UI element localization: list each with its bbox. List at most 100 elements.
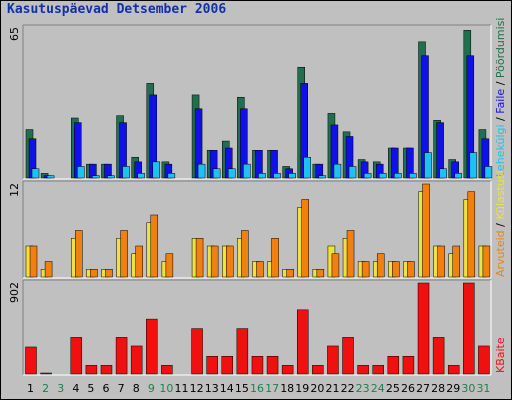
x-tick-label-day-30: 30 — [461, 382, 475, 395]
bar-arvuteid-day-1 — [29, 245, 38, 278]
bar-arvuteid-day-21 — [331, 253, 340, 278]
bar-lehekülgi-day-18 — [288, 173, 296, 179]
bar-lehekülgi-day-14 — [228, 168, 236, 179]
bar-arvuteid-day-17 — [271, 238, 279, 278]
legend-bottom-panel: KBaite — [494, 337, 507, 373]
bar-kbaite-day-16 — [251, 355, 264, 375]
x-tick-label-day-14: 14 — [220, 382, 234, 395]
legend-middle-panel-separator-1: / — [494, 220, 507, 231]
x-tick-label-day-17: 17 — [265, 382, 279, 395]
x-tick-label-day-31: 31 — [476, 382, 490, 395]
bar-kbaite-day-5 — [85, 365, 98, 375]
bar-kbaite-day-17 — [266, 355, 279, 375]
bar-kbaite-day-6 — [100, 365, 113, 375]
bar-lehekülgi-day-17 — [273, 173, 281, 179]
chart-title: Kasutuspäevad Detsember 2006 — [7, 2, 227, 17]
bar-kbaite-day-2 — [40, 372, 52, 375]
bar-lehekülgi-day-7 — [122, 166, 130, 179]
bar-arvuteid-day-15 — [241, 230, 249, 278]
bar-arvuteid-day-23 — [361, 261, 370, 278]
x-tick-label-day-18: 18 — [280, 382, 294, 395]
x-tick-label-day-24: 24 — [371, 382, 385, 395]
bar-lehekülgi-day-25 — [394, 173, 402, 179]
bar-lehekülgi-day-10 — [167, 173, 176, 179]
bar-arvuteid-day-13 — [210, 245, 219, 278]
bar-kbaite-day-18 — [281, 365, 294, 375]
bar-arvuteid-day-19 — [301, 199, 309, 278]
x-tick-label-day-1: 1 — [27, 382, 34, 395]
x-tick-label-day-6: 6 — [103, 382, 110, 395]
legend-külastusi: Külastusi — [494, 170, 507, 219]
bar-kbaite-day-22 — [342, 337, 354, 375]
bar-lehekülgi-day-31 — [484, 166, 493, 179]
bar-kbaite-day-19 — [296, 309, 309, 375]
bar-lehekülgi-day-19 — [303, 156, 311, 179]
bar-lehekülgi-day-5 — [92, 175, 100, 179]
bar-arvuteid-day-18 — [286, 269, 294, 278]
bar-arvuteid-day-29 — [452, 245, 460, 278]
bar-arvuteid-day-30 — [467, 191, 476, 278]
x-tick-label-day-26: 26 — [401, 382, 415, 395]
bar-lehekülgi-day-12 — [197, 163, 206, 179]
bar-lehekülgi-day-9 — [152, 161, 161, 179]
bar-arvuteid-day-20 — [316, 269, 325, 278]
legend-top-panel: Lehekülgi / Faile / Pöördumisi — [494, 18, 507, 177]
x-tick-label-day-2: 2 — [42, 382, 49, 395]
bar-kbaite-day-9 — [146, 318, 158, 375]
bar-kbaite-day-30 — [463, 282, 475, 375]
bar-kbaite-day-14 — [221, 355, 234, 375]
bar-kbaite-day-28 — [432, 337, 445, 375]
bar-kbaite-day-4 — [70, 337, 83, 375]
bar-kbaite-day-23 — [357, 365, 369, 375]
x-tick-label-day-10: 10 — [159, 382, 173, 395]
legend-middle-panel: Arvuteid / Külastusi — [494, 170, 507, 277]
bar-lehekülgi-day-13 — [212, 168, 221, 179]
bar-kbaite-day-29 — [447, 365, 460, 375]
bar-arvuteid-day-6 — [105, 269, 113, 278]
bar-lehekülgi-day-1 — [31, 168, 40, 179]
bar-arvuteid-day-2 — [44, 261, 53, 278]
bar-arvuteid-day-7 — [120, 230, 128, 278]
bar-kbaite-day-26 — [402, 355, 415, 375]
panel-2-ymax-label: 12 — [8, 183, 21, 197]
legend-lehekülgi: Lehekülgi — [494, 124, 507, 177]
x-tick-label-day-27: 27 — [416, 382, 430, 395]
bar-lehekülgi-day-21 — [333, 163, 342, 179]
bar-kbaite-day-1 — [25, 346, 37, 375]
panel-3-ymax-label: 902 — [8, 282, 21, 303]
x-tick-label-day-9: 9 — [148, 382, 155, 395]
bar-arvuteid-day-22 — [346, 230, 355, 278]
x-tick-label-day-11: 11 — [175, 382, 189, 395]
bar-lehekülgi-day-6 — [107, 175, 115, 179]
bar-lehekülgi-day-29 — [454, 173, 462, 179]
bar-arvuteid-day-25 — [392, 261, 400, 278]
x-tick-label-day-29: 29 — [446, 382, 460, 395]
bar-kbaite-day-25 — [387, 355, 400, 375]
bar-arvuteid-day-10 — [165, 253, 174, 278]
x-tick-label-day-20: 20 — [310, 382, 324, 395]
bar-arvuteid-day-31 — [482, 245, 491, 278]
x-tick-label-day-7: 7 — [118, 382, 125, 395]
x-tick-label-day-23: 23 — [356, 382, 370, 395]
x-tick-label-day-8: 8 — [133, 382, 140, 395]
bar-lehekülgi-day-20 — [318, 175, 327, 179]
legend-pöördumisi: Pöördumisi — [494, 18, 507, 79]
bar-kbaite-day-12 — [191, 328, 203, 375]
x-tick-label-day-25: 25 — [386, 382, 400, 395]
bar-lehekülgi-day-4 — [77, 166, 85, 179]
bar-kbaite-day-27 — [417, 282, 430, 375]
x-tick-label-day-21: 21 — [325, 382, 339, 395]
x-tick-label-day-19: 19 — [295, 382, 309, 395]
bar-lehekülgi-day-2 — [46, 175, 55, 179]
x-tick-label-day-28: 28 — [431, 382, 445, 395]
bar-arvuteid-day-5 — [90, 269, 98, 278]
bar-kbaite-day-13 — [206, 355, 218, 375]
bar-kbaite-day-31 — [478, 345, 490, 375]
bar-lehekülgi-day-22 — [348, 166, 357, 179]
legend-top-panel-separator-1: / — [494, 114, 507, 125]
bar-lehekülgi-day-30 — [469, 152, 478, 179]
bar-arvuteid-day-28 — [437, 245, 445, 278]
bar-kbaite-day-10 — [161, 365, 173, 375]
x-tick-label-day-16: 16 — [250, 382, 264, 395]
